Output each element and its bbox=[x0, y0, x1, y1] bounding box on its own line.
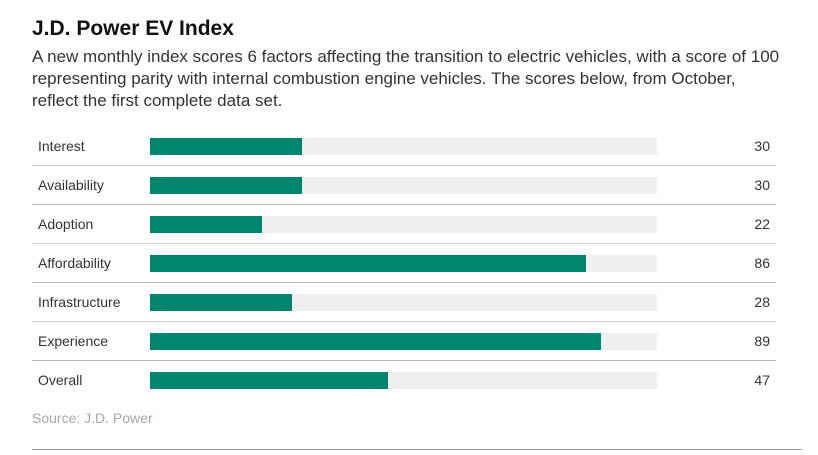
chart-title: J.D. Power EV Index bbox=[32, 17, 234, 40]
chart-row: Adoption 22 bbox=[32, 205, 776, 244]
category-label: Infrastructure bbox=[38, 294, 121, 310]
bar-track bbox=[150, 138, 657, 155]
footer-divider bbox=[32, 449, 802, 450]
category-label: Availability bbox=[38, 177, 104, 193]
bar bbox=[150, 333, 602, 350]
chart-row: Experience 89 bbox=[32, 322, 776, 361]
row-divider bbox=[32, 321, 776, 322]
bar-track bbox=[150, 216, 657, 233]
value-label: 86 bbox=[754, 255, 770, 271]
bar-track bbox=[150, 372, 657, 389]
category-label: Experience bbox=[38, 333, 109, 349]
bar-track bbox=[150, 294, 657, 311]
chart-subtitle: A new monthly index scores 6 factors aff… bbox=[32, 47, 780, 110]
category-label: Adoption bbox=[38, 216, 94, 232]
bar bbox=[150, 177, 303, 194]
category-label: Overall bbox=[38, 372, 83, 388]
chart-row: Infrastructure 28 bbox=[32, 283, 776, 322]
value-label: 28 bbox=[754, 294, 770, 310]
category-label: Affordability bbox=[38, 255, 111, 271]
chart-row: Interest 30 bbox=[32, 127, 776, 166]
bar bbox=[150, 294, 292, 311]
bar bbox=[150, 138, 303, 155]
bar-track bbox=[150, 255, 657, 272]
chart-row: Availability 30 bbox=[32, 166, 776, 205]
bar bbox=[150, 216, 262, 233]
bar-track bbox=[150, 333, 657, 350]
bar bbox=[150, 255, 587, 272]
row-divider bbox=[32, 243, 776, 244]
chart-row: Affordability 86 bbox=[32, 244, 776, 283]
row-divider bbox=[32, 165, 776, 166]
category-label: Interest bbox=[38, 138, 85, 154]
value-label: 30 bbox=[754, 138, 770, 154]
bar-track bbox=[150, 177, 657, 194]
source-note: Source: J.D. Power bbox=[32, 410, 153, 426]
row-divider bbox=[32, 204, 776, 205]
row-divider bbox=[32, 282, 776, 283]
value-label: 22 bbox=[754, 216, 770, 232]
value-label: 89 bbox=[754, 333, 770, 349]
bar bbox=[150, 372, 389, 389]
bar-chart: Interest 30 Availability 30 Adoption 22 Afford… bbox=[32, 127, 776, 400]
value-label: 47 bbox=[754, 372, 770, 388]
row-divider bbox=[32, 360, 776, 361]
chart-row: Overall 47 bbox=[32, 361, 776, 400]
value-label: 30 bbox=[754, 177, 770, 193]
